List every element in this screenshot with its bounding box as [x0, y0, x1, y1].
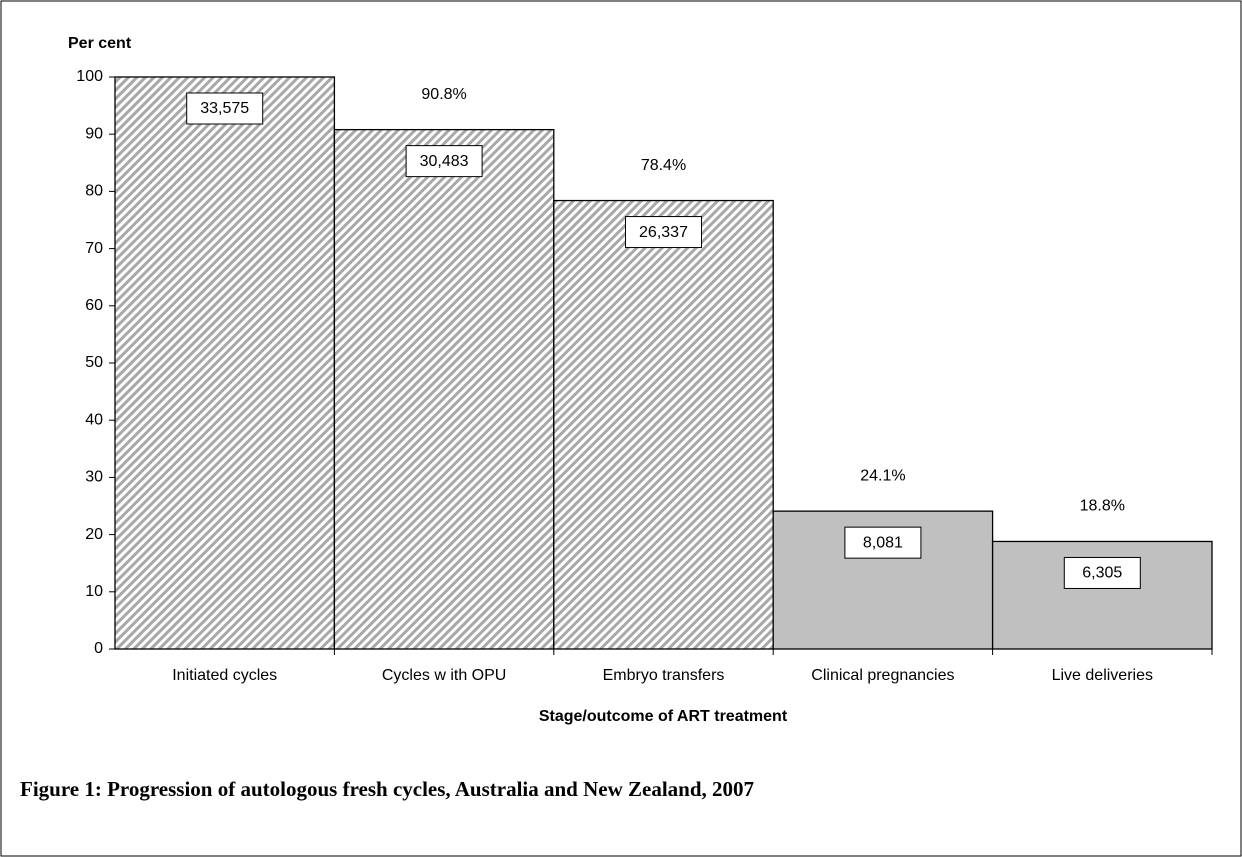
y-tick-label: 90 — [85, 125, 103, 142]
value-label: 90.8% — [421, 86, 466, 103]
count-label: 6,305 — [1082, 565, 1122, 582]
x-axis-title: Stage/outcome of ART treatment — [539, 708, 788, 725]
x-tick-label: Embryo transfers — [603, 667, 725, 684]
count-box — [405, 145, 483, 178]
y-tick-label: 30 — [85, 469, 103, 486]
x-tick-label: Cycles w ith OPU — [382, 667, 506, 684]
x-tick-label: Clinical pregnancies — [811, 667, 954, 684]
count-box — [1063, 556, 1141, 589]
y-tick-label: 100 — [76, 68, 103, 85]
count-label: 26,337 — [639, 224, 688, 241]
y-tick-label: 50 — [85, 354, 103, 371]
value-label: 78.4% — [641, 157, 686, 174]
value-label: 18.8% — [1080, 498, 1125, 515]
y-tick-label: 70 — [85, 240, 103, 257]
count-label: 8,081 — [863, 534, 903, 551]
figure-caption: Figure 1: Progression of autologous fres… — [20, 777, 754, 801]
bar — [114, 76, 336, 650]
count-label: 33,575 — [200, 100, 249, 117]
y-tick-label: 80 — [85, 183, 103, 200]
y-tick-label: 0 — [94, 640, 103, 657]
count-box — [625, 216, 702, 249]
count-label: 30,483 — [420, 153, 469, 170]
x-tick-label: Live deliveries — [1052, 667, 1153, 684]
x-tick-label: Initiated cycles — [172, 667, 277, 684]
value-label: 24.1% — [860, 467, 905, 484]
y-tick-label: 60 — [85, 297, 103, 314]
bar — [553, 199, 774, 650]
y-axis-title: Per cent — [68, 35, 132, 52]
count-box — [844, 526, 922, 559]
y-tick-label: 20 — [85, 526, 103, 543]
count-box — [186, 92, 264, 125]
y-tick-label: 10 — [85, 583, 103, 600]
bar — [333, 128, 555, 650]
y-tick-label: 40 — [85, 411, 103, 428]
